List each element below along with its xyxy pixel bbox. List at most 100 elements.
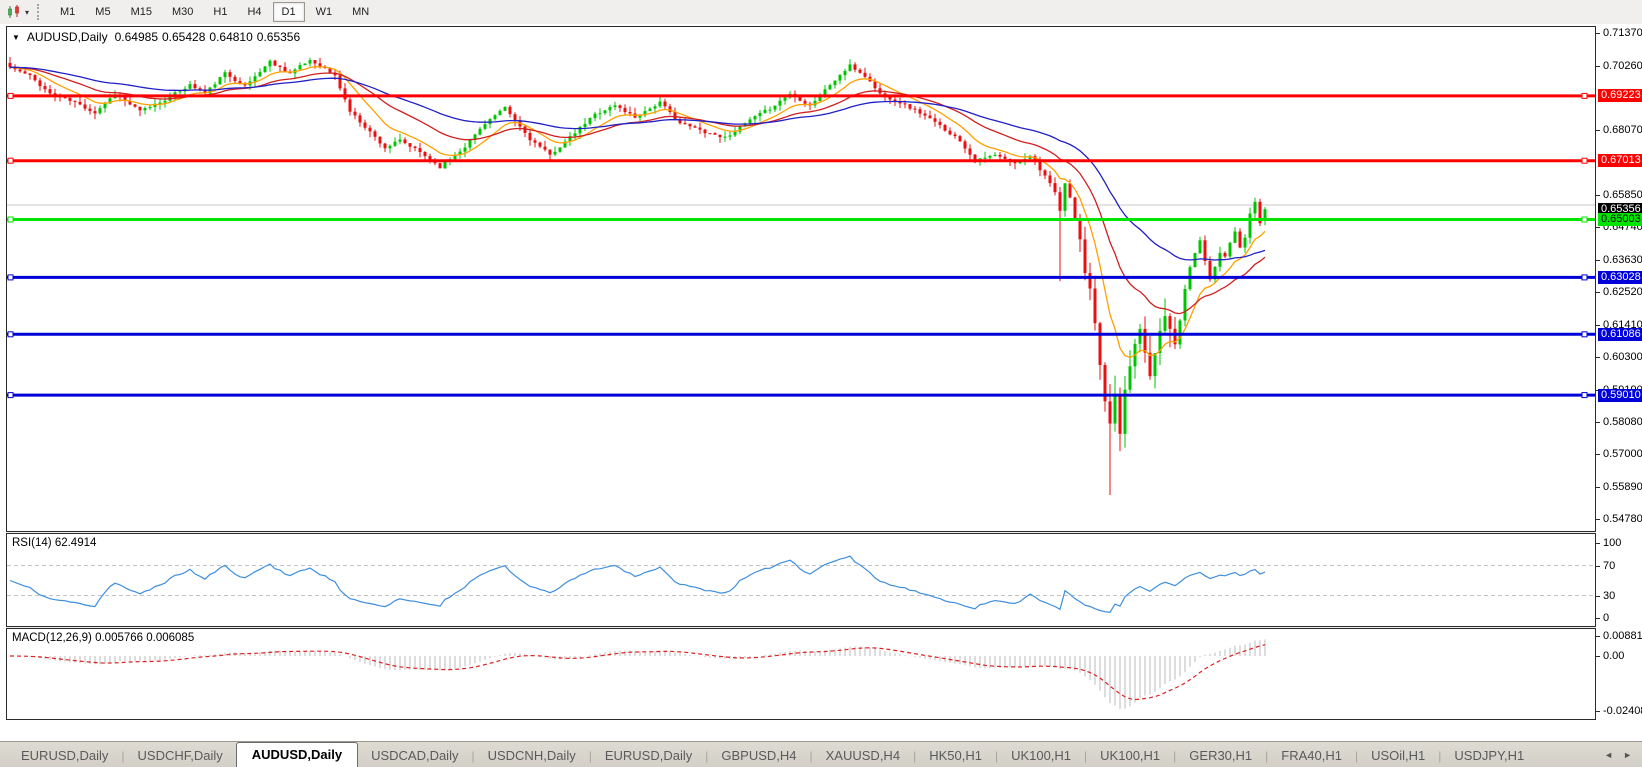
candle-body bbox=[238, 81, 242, 85]
candle-body bbox=[748, 119, 752, 124]
candle-body bbox=[383, 143, 387, 149]
candle-body bbox=[513, 114, 517, 121]
candle-body bbox=[1223, 252, 1227, 257]
timeframe-button-M30[interactable]: M30 bbox=[171, 6, 194, 18]
candle-body bbox=[1233, 231, 1237, 243]
candle-body bbox=[593, 113, 597, 119]
candle-body bbox=[533, 140, 537, 143]
candle-body bbox=[668, 106, 672, 112]
candle-body bbox=[143, 108, 147, 111]
candle-body bbox=[733, 131, 737, 136]
candlestick-chart-icon-svg bbox=[8, 5, 19, 18]
chart-tab-UK100-H1[interactable]: UK100,H1 bbox=[1011, 748, 1072, 763]
candle-body bbox=[1248, 213, 1252, 238]
line-handle[interactable] bbox=[7, 392, 14, 399]
timeframe-button-MN[interactable]: MN bbox=[352, 6, 370, 18]
timeframe-button-W1[interactable]: W1 bbox=[315, 6, 333, 18]
rsi-pane[interactable] bbox=[7, 534, 1595, 626]
axis-tick-label: -0.024082 bbox=[1603, 705, 1642, 717]
timeframe-button-M15[interactable]: M15 bbox=[130, 6, 152, 18]
tab-scroll-left-icon[interactable]: ◄ bbox=[1604, 750, 1614, 760]
chart-tab-UK100-H1[interactable]: UK100,H1 bbox=[1100, 748, 1161, 763]
candle-body bbox=[63, 97, 67, 99]
macd-pane[interactable] bbox=[7, 629, 1595, 719]
tab-separator: | bbox=[705, 749, 709, 763]
candle-body bbox=[1063, 183, 1067, 211]
line-handle[interactable] bbox=[1581, 274, 1588, 281]
candle-body bbox=[813, 100, 817, 106]
candle-body bbox=[48, 89, 52, 94]
candle-body bbox=[943, 125, 947, 131]
chart-tab-GER30-H1[interactable]: GER30,H1 bbox=[1189, 748, 1253, 763]
tab-scroll-right-icon[interactable]: ► bbox=[1623, 750, 1632, 760]
price-pane[interactable] bbox=[7, 27, 1595, 531]
chart-tab-GBPUSD-H4[interactable]: GBPUSD,H4 bbox=[721, 748, 797, 763]
candle-body bbox=[618, 105, 622, 108]
line-handle[interactable] bbox=[7, 274, 14, 281]
candle-body bbox=[273, 60, 277, 66]
pane-splitter[interactable] bbox=[6, 531, 1596, 534]
candle-body bbox=[953, 134, 957, 137]
candle-body bbox=[903, 103, 907, 105]
candle-body bbox=[368, 127, 372, 132]
slow-ma-line bbox=[9, 66, 1266, 261]
line-handle[interactable] bbox=[7, 331, 14, 338]
candle-body bbox=[643, 111, 647, 116]
candle-body bbox=[418, 148, 422, 152]
chart-tab-USDJPY-H1[interactable]: USDJPY,H1 bbox=[1454, 748, 1525, 763]
macd-signal-line bbox=[10, 644, 1266, 701]
chart-tab-EURUSD-Daily[interactable]: EURUSD,Daily bbox=[21, 748, 109, 763]
candle-body bbox=[1158, 330, 1162, 354]
candle-body bbox=[1068, 183, 1072, 198]
line-handle[interactable] bbox=[1581, 392, 1588, 399]
line-handle[interactable] bbox=[1581, 92, 1588, 99]
candle-body bbox=[1258, 201, 1262, 224]
timeframe-button-M5[interactable]: M5 bbox=[95, 6, 111, 18]
collapse-triangle-icon[interactable]: ▼ bbox=[12, 32, 20, 42]
timeframe-button-D1[interactable]: D1 bbox=[272, 2, 305, 22]
chart-tab-XAUUSD-H4[interactable]: XAUUSD,H4 bbox=[825, 748, 901, 763]
timeframe-button-H4[interactable]: H4 bbox=[247, 6, 262, 18]
chart-tab-USDCAD-Daily[interactable]: USDCAD,Daily bbox=[371, 748, 459, 763]
tab-separator: | bbox=[1173, 749, 1177, 763]
line-handle[interactable] bbox=[1581, 157, 1588, 164]
candle-body bbox=[843, 71, 847, 76]
chart-type-dropdown-caret-icon[interactable]: ▾ bbox=[25, 7, 30, 17]
candle-body bbox=[1178, 320, 1182, 345]
axis-tickmark bbox=[1596, 130, 1600, 131]
line-handle[interactable] bbox=[1581, 216, 1588, 223]
axis-tickmark bbox=[1596, 66, 1600, 67]
chart-tab-AUDUSD-Daily[interactable]: AUDUSD,Daily bbox=[235, 742, 359, 767]
chart-tab-USOil-H1[interactable]: USOil,H1 bbox=[1371, 748, 1426, 763]
axis-tick-label: 0.63630 bbox=[1603, 254, 1642, 266]
candle-body bbox=[828, 85, 832, 90]
candle-body bbox=[703, 129, 707, 134]
ohlc-high: 0.65428 bbox=[162, 30, 206, 44]
line-handle[interactable] bbox=[1581, 331, 1588, 338]
candle-body bbox=[463, 147, 467, 152]
chart-tab-HK50-H1[interactable]: HK50,H1 bbox=[929, 748, 982, 763]
chart-tab-FRA40-H1[interactable]: FRA40,H1 bbox=[1281, 748, 1342, 763]
candle-body bbox=[1263, 209, 1267, 221]
pane-splitter[interactable] bbox=[6, 626, 1596, 629]
chart-tab-USDCNH-Daily[interactable]: USDCNH,Daily bbox=[487, 748, 576, 763]
timeframe-button-H1[interactable]: H1 bbox=[213, 6, 228, 18]
candlestick-chart-icon[interactable] bbox=[4, 3, 24, 21]
axis-tickmark bbox=[1596, 543, 1600, 544]
timeframe-button-M1[interactable]: M1 bbox=[60, 6, 76, 18]
candle-body bbox=[923, 113, 927, 116]
candle-body bbox=[1043, 170, 1047, 176]
candle-body bbox=[443, 161, 447, 169]
line-handle[interactable] bbox=[7, 157, 14, 164]
candle-body bbox=[333, 72, 337, 76]
candle-body bbox=[408, 143, 412, 147]
candle-body bbox=[1208, 261, 1212, 280]
chart-tab-USDCHF-Daily[interactable]: USDCHF,Daily bbox=[137, 748, 223, 763]
chart-tab-EURUSD-Daily[interactable]: EURUSD,Daily bbox=[604, 748, 693, 763]
axis-tickmark bbox=[1596, 292, 1600, 293]
candle-body bbox=[413, 146, 417, 148]
axis-tick-label: 0.62520 bbox=[1603, 286, 1642, 298]
line-handle[interactable] bbox=[7, 216, 14, 223]
line-handle[interactable] bbox=[7, 92, 14, 99]
candle-body bbox=[728, 135, 732, 137]
